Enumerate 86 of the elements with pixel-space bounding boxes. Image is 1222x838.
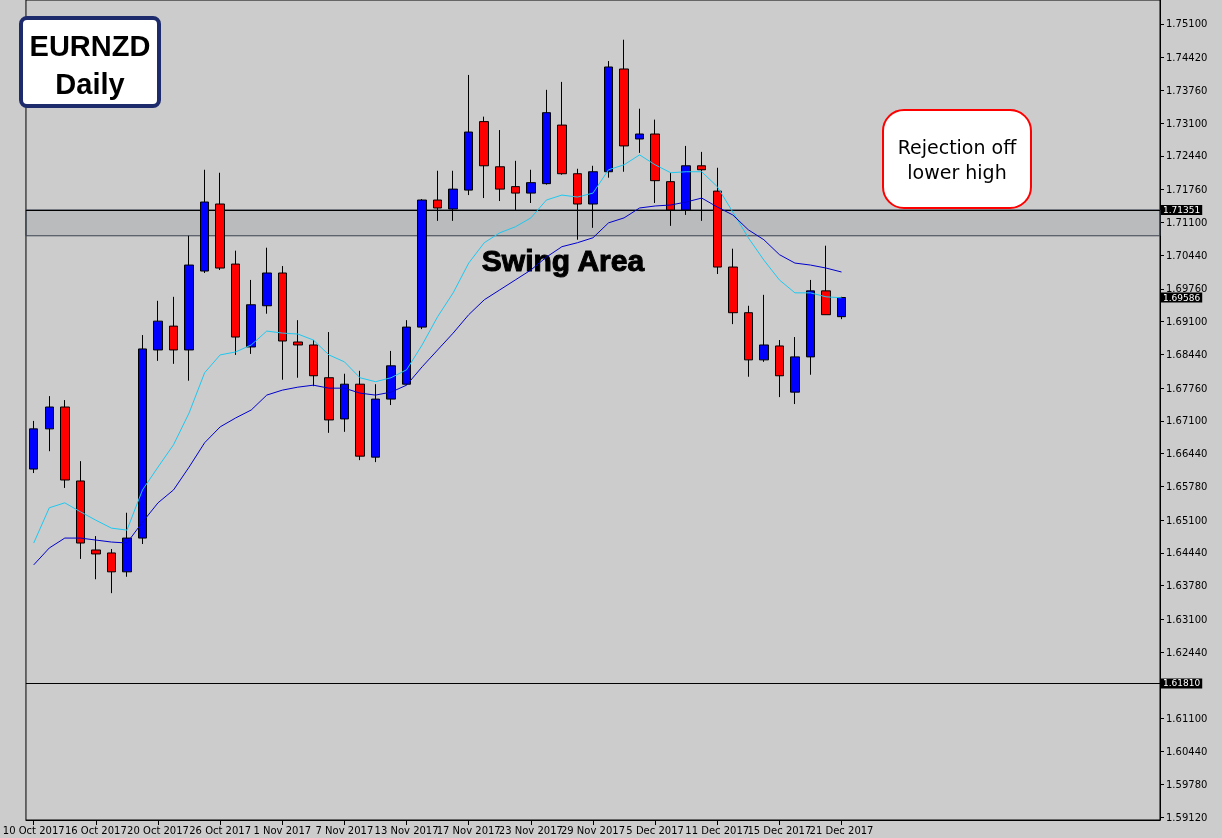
y-tick-label: 1.63780 (1166, 580, 1208, 592)
candlestick (557, 81, 567, 176)
line-series (33, 154, 843, 544)
candlestick (744, 305, 753, 378)
y-tick-label: 1.67100 (1166, 415, 1208, 427)
line-series (33, 197, 843, 566)
y-tick-label: 1.65780 (1166, 480, 1208, 492)
candlestick (371, 383, 380, 463)
y-tick-label: 1.61100 (1166, 713, 1208, 725)
x-tick-label: 11 Dec 2017 (685, 824, 750, 836)
candlestick (309, 339, 318, 387)
y-tick-label: 1.72440 (1166, 150, 1208, 162)
candlestick (386, 350, 396, 406)
candlestick (76, 460, 85, 560)
candlestick (60, 399, 70, 489)
candlestick (169, 296, 178, 365)
text: Rejection off lower high (882, 109, 1032, 209)
x-tick-label: 15 Dec 2017 (747, 824, 812, 836)
y-tick-label: 1.73760 (1166, 84, 1208, 96)
x-tick-label: 29 Nov 2017 (560, 824, 626, 836)
y-tick-label: 1.65100 (1166, 514, 1208, 526)
candlestick (775, 339, 784, 398)
x-tick-label: 5 Dec 2017 (626, 824, 684, 836)
x-tick-label: 20 Oct 2017 (127, 824, 189, 836)
candlestick (837, 296, 846, 320)
candlestick (806, 279, 815, 376)
ref-line-label: 1.61810 (1163, 678, 1201, 689)
y-tick-label: 1.70440 (1166, 249, 1208, 261)
candlestick (153, 300, 163, 362)
x-tick-label: 10 Oct 2017 (2, 824, 65, 836)
candlestick (464, 74, 473, 196)
y-tick-label: 1.62440 (1166, 646, 1208, 658)
candlestick (45, 395, 54, 452)
candlestick (340, 373, 349, 433)
candlestick (29, 420, 38, 474)
candlestick (619, 39, 629, 173)
candlestick (821, 245, 831, 316)
candlestick (355, 370, 365, 461)
x-tick-label: 26 Oct 2017 (189, 824, 252, 836)
text: 1.69586 (1163, 292, 1201, 303)
y-tick-label: 1.60440 (1166, 746, 1208, 757)
y-tick-label: 1.64440 (1166, 547, 1208, 559)
candlestick (479, 116, 489, 199)
candlestick (542, 89, 551, 186)
candlestick (184, 235, 194, 382)
candlestick (495, 129, 505, 202)
candlestick (728, 248, 738, 325)
candlestick (246, 279, 256, 355)
y-tick-label: 1.59120 (1166, 811, 1208, 823)
y-tick-label: 1.63100 (1166, 613, 1208, 625)
candlestick (650, 119, 660, 204)
candlestick (635, 108, 644, 154)
y-tick-label: 1.69760 (1166, 283, 1208, 295)
y-tick-label: 1.73100 (1166, 117, 1208, 129)
y-tick-label: 1.71760 (1166, 184, 1208, 196)
x-tick-label: 23 Nov 2017 (498, 824, 563, 836)
candlestick (759, 294, 769, 363)
candlestick (107, 548, 116, 594)
y-tick-label: 1.66440 (1166, 448, 1208, 460)
y-tick-label: 1.69100 (1166, 316, 1208, 328)
candlestick (138, 334, 147, 545)
candlestick (122, 512, 132, 578)
y-tick-label: 1.59780 (1166, 778, 1208, 790)
x-tick-label: 13 Nov 2017 (374, 824, 439, 836)
candlestick (526, 169, 536, 204)
candlestick (231, 250, 240, 356)
candlestick (604, 60, 613, 179)
candlestick (324, 331, 334, 434)
x-tick-label: 16 Oct 2017 (64, 824, 127, 836)
candlestick (91, 535, 101, 580)
y-tick-label: 1.67760 (1166, 382, 1208, 394)
text: EURNZD (28, 29, 152, 64)
y-tick-label: 1.71100 (1166, 216, 1208, 228)
y-tick-label: 1.68440 (1166, 348, 1208, 360)
ref-line-label: 1.71351 (1163, 204, 1201, 215)
x-tick-label: 21 Dec 2017 (809, 824, 874, 836)
y-tick-label: 1.74420 (1166, 52, 1208, 64)
candlestick (790, 336, 800, 405)
y-tick-label: 1.75100 (1166, 18, 1208, 30)
x-tick-label: 1 Nov 2017 (253, 824, 312, 836)
candlestick (278, 265, 287, 381)
candlestick (262, 247, 272, 315)
candlestick (402, 319, 411, 386)
candlestick (293, 319, 303, 379)
x-tick-label: 7 Nov 2017 (315, 824, 374, 836)
text: Daily (54, 67, 126, 102)
